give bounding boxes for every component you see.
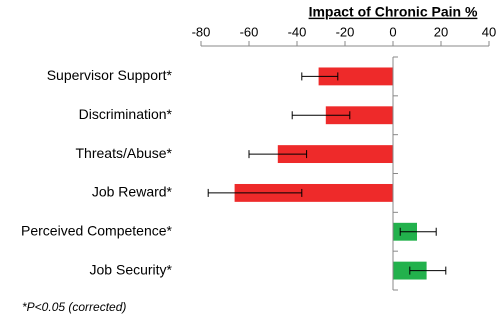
y-tick-label: Job Reward* (92, 184, 173, 200)
error-bar (301, 72, 339, 81)
x-tick-label: 40 (482, 24, 496, 39)
y-tick-label: Threats/Abuse* (76, 145, 173, 161)
bar (234, 183, 393, 202)
x-tick-label: -40 (288, 24, 307, 39)
y-tick-label: Supervisor Support* (47, 67, 173, 83)
error-bar (248, 150, 308, 159)
y-tick-label: Perceived Competence* (21, 222, 173, 238)
error-bar (409, 266, 447, 275)
error-bar (399, 227, 437, 236)
bar (318, 67, 393, 86)
chart-title: Impact of Chronic Pain % (309, 4, 478, 20)
y-tick-label: Discrimination* (79, 106, 173, 122)
x-tick-label: -20 (336, 24, 355, 39)
bar (277, 145, 393, 164)
y-tick-label: Job Security* (90, 261, 173, 277)
error-bar (207, 188, 303, 197)
x-tick-label: -60 (240, 24, 259, 39)
footnote: *P<0.05 (corrected) (22, 300, 126, 314)
x-tick-label: -80 (192, 24, 211, 39)
bar (325, 106, 393, 125)
x-tick-label: 0 (389, 24, 396, 39)
error-bar (291, 111, 351, 120)
x-tick-label: 20 (434, 24, 448, 39)
